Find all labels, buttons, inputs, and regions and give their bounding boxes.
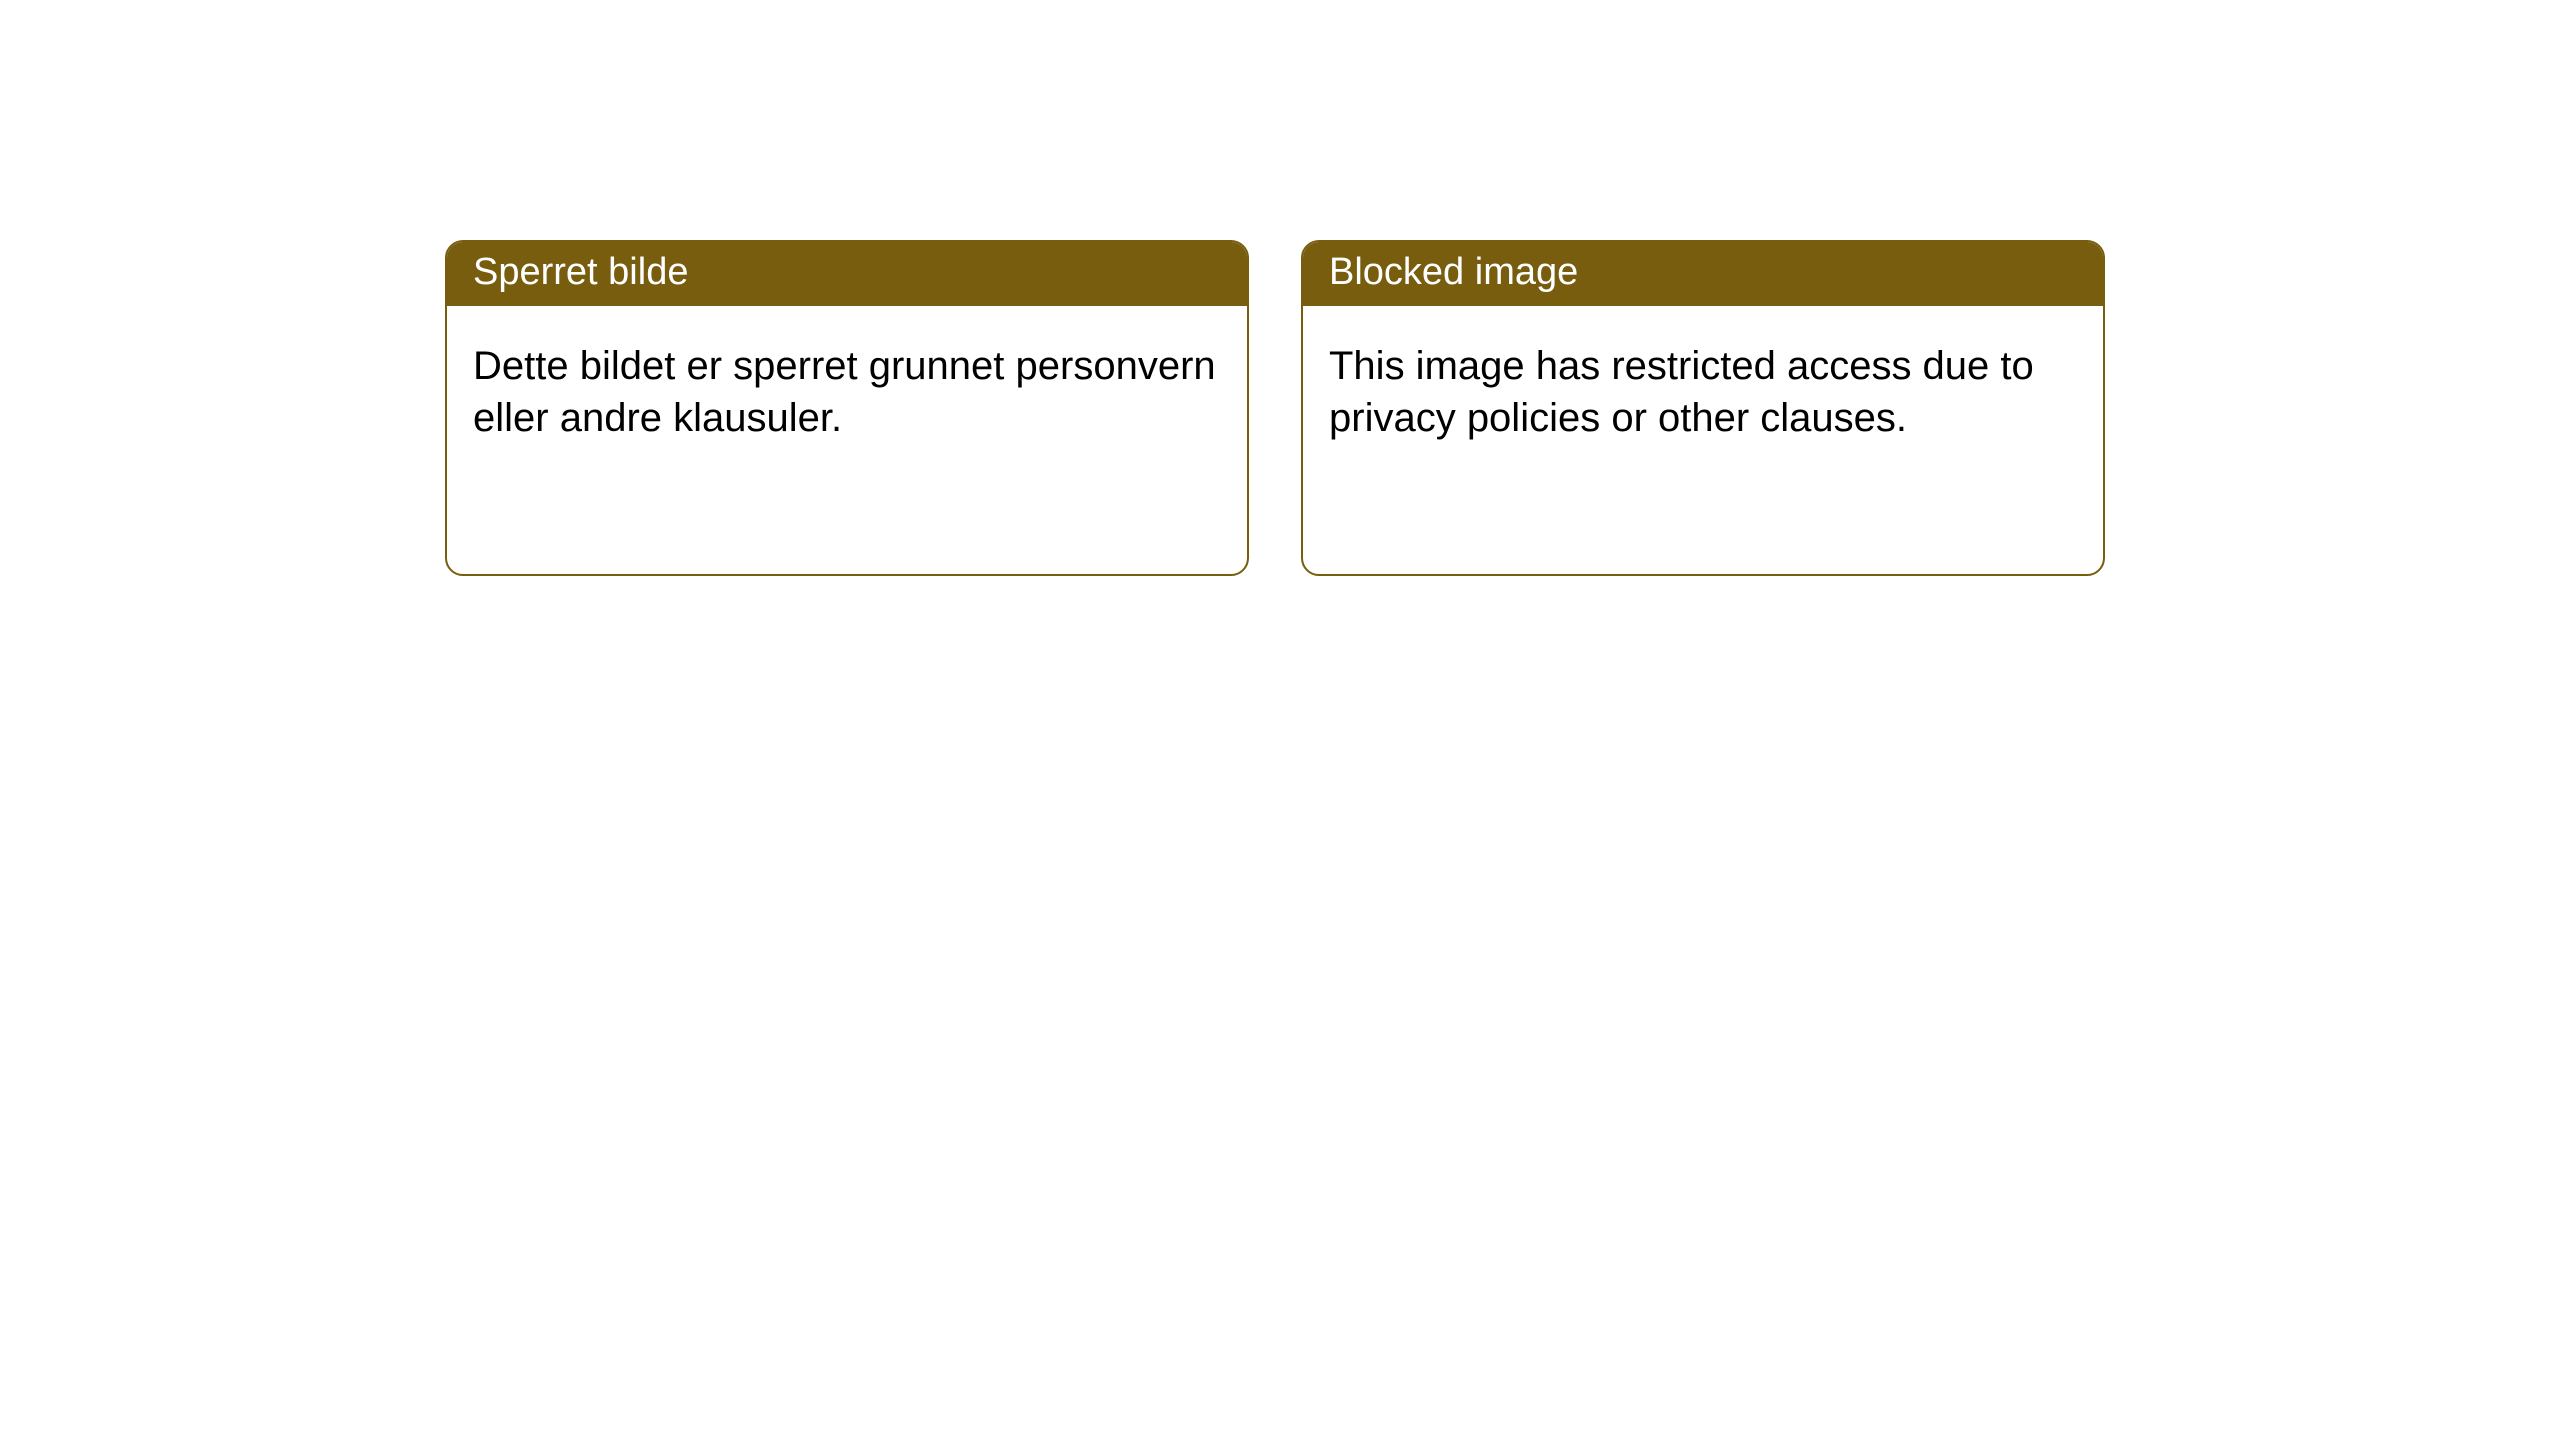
notice-container: Sperret bilde Dette bildet er sperret gr…: [0, 0, 2560, 576]
notice-title-norwegian: Sperret bilde: [447, 242, 1247, 306]
notice-card-norwegian: Sperret bilde Dette bildet er sperret gr…: [445, 240, 1249, 576]
notice-body-norwegian: Dette bildet er sperret grunnet personve…: [447, 306, 1247, 480]
notice-card-english: Blocked image This image has restricted …: [1301, 240, 2105, 576]
notice-title-english: Blocked image: [1303, 242, 2103, 306]
notice-body-english: This image has restricted access due to …: [1303, 306, 2103, 480]
